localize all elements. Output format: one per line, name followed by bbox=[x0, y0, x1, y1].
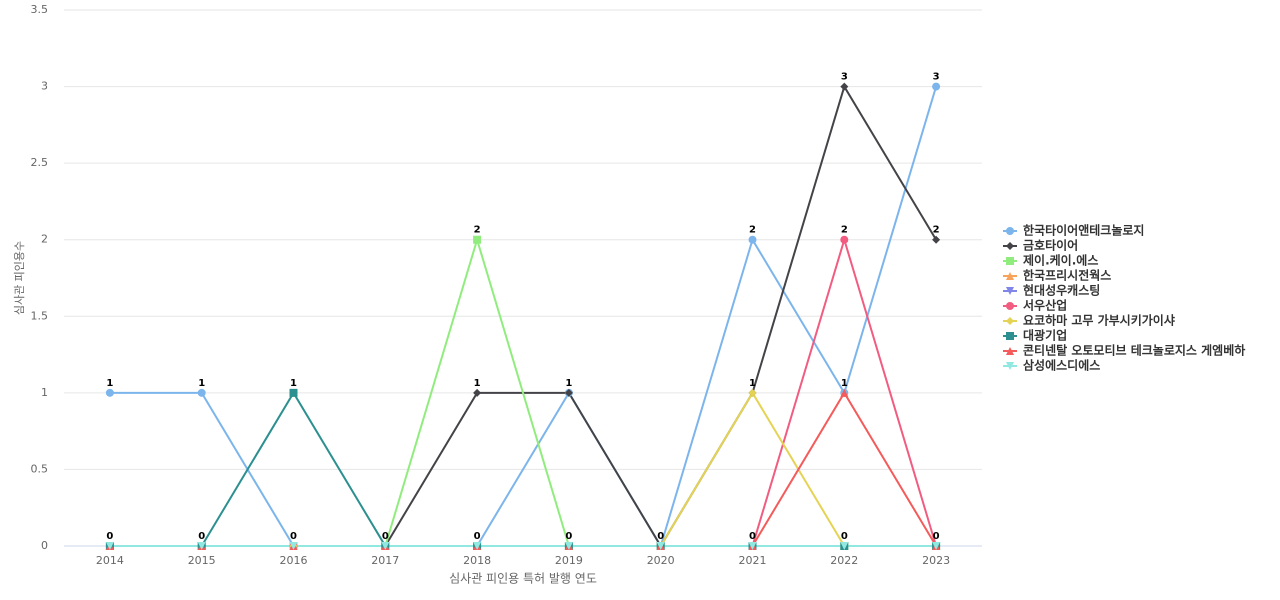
data-label: 1 bbox=[198, 378, 205, 389]
data-label: 2 bbox=[474, 225, 481, 236]
legend-label: 현대성우캐스팅 bbox=[1023, 283, 1100, 298]
data-label: 2 bbox=[749, 225, 756, 236]
data-point bbox=[105, 542, 114, 550]
data-label: 2 bbox=[841, 225, 848, 236]
data-label: 0 bbox=[382, 531, 389, 542]
legend-label: 요코하마 고무 가부시키가이샤 bbox=[1023, 313, 1175, 328]
data-point bbox=[197, 388, 206, 397]
data-point bbox=[564, 388, 573, 397]
legend-marker bbox=[1006, 302, 1014, 310]
y-tick-label: 2.5 bbox=[31, 156, 49, 169]
x-tick-label: 2019 bbox=[555, 554, 583, 567]
x-axis-title: 심사관 피인용 특허 발행 연도 bbox=[449, 571, 597, 586]
legend-label: 콘티넨탈 오토모티브 테크놀로지스 게엠베하 bbox=[1023, 343, 1245, 358]
x-tick-label: 2021 bbox=[739, 554, 767, 567]
data-point bbox=[381, 542, 390, 550]
y-tick-label: 0.5 bbox=[31, 462, 49, 475]
legend-marker bbox=[1006, 287, 1014, 295]
x-tick-label: 2018 bbox=[463, 554, 491, 567]
legend-marker bbox=[1006, 362, 1014, 370]
legend-label: 한국타이어앤테크놀로지 bbox=[1023, 223, 1144, 238]
data-label: 0 bbox=[565, 531, 572, 542]
data-label: 3 bbox=[933, 72, 940, 83]
data-label: 0 bbox=[106, 531, 113, 542]
data-label: 1 bbox=[106, 378, 113, 389]
data-point bbox=[289, 542, 298, 550]
data-point bbox=[840, 542, 849, 550]
legend-marker bbox=[1006, 317, 1014, 325]
x-tick-label: 2017 bbox=[371, 554, 399, 567]
data-point bbox=[840, 82, 849, 91]
data-label: 0 bbox=[841, 531, 848, 542]
x-tick-label: 2015 bbox=[188, 554, 216, 567]
y-tick-label: 1 bbox=[41, 386, 48, 399]
legend-marker bbox=[1006, 347, 1014, 355]
legend-label: 대광기업 bbox=[1023, 328, 1067, 343]
data-label: 1 bbox=[565, 378, 572, 389]
data-label: 1 bbox=[749, 378, 756, 389]
x-tick-label: 2023 bbox=[922, 554, 950, 567]
x-tick-label: 2020 bbox=[647, 554, 675, 567]
data-point bbox=[564, 542, 573, 550]
y-tick-label: 1.5 bbox=[31, 309, 49, 322]
data-label: 0 bbox=[657, 531, 664, 542]
legend-marker bbox=[1006, 272, 1014, 280]
data-point bbox=[748, 235, 757, 244]
legend-marker bbox=[1006, 257, 1014, 265]
data-label: 0 bbox=[290, 531, 297, 542]
y-axis-title: 심사관 피인용수 bbox=[13, 241, 26, 315]
data-label: 1 bbox=[290, 378, 297, 389]
data-label: 0 bbox=[933, 531, 940, 542]
data-label: 0 bbox=[198, 531, 205, 542]
y-tick-label: 2 bbox=[41, 233, 48, 246]
legend-marker bbox=[1006, 227, 1014, 235]
data-label: 1 bbox=[841, 378, 848, 389]
data-label: 2 bbox=[933, 225, 940, 236]
legend-label: 제이.케이.에스 bbox=[1023, 253, 1098, 268]
data-point bbox=[197, 542, 206, 550]
legend-label: 한국프리시전웍스 bbox=[1023, 268, 1111, 283]
data-point bbox=[473, 388, 482, 397]
y-tick-label: 3 bbox=[41, 80, 48, 93]
data-point bbox=[840, 235, 849, 244]
data-label: 0 bbox=[474, 531, 481, 542]
data-point bbox=[105, 388, 114, 397]
x-tick-label: 2014 bbox=[96, 554, 124, 567]
legend-marker bbox=[1006, 332, 1014, 340]
data-point bbox=[656, 542, 665, 550]
data-label: 3 bbox=[841, 72, 848, 83]
legend-marker bbox=[1006, 242, 1014, 250]
data-label: 1 bbox=[474, 378, 481, 389]
data-point bbox=[473, 542, 482, 550]
legend-label: 삼성에스디에스 bbox=[1023, 358, 1100, 373]
x-tick-label: 2022 bbox=[830, 554, 858, 567]
data-point bbox=[932, 235, 941, 244]
data-point bbox=[473, 235, 482, 244]
data-label: 0 bbox=[749, 531, 756, 542]
data-point bbox=[748, 542, 757, 550]
y-tick-label: 0 bbox=[41, 539, 48, 552]
data-point bbox=[932, 82, 941, 91]
y-tick-label: 3.5 bbox=[31, 3, 49, 16]
data-point bbox=[289, 388, 298, 397]
legend-label: 서우산업 bbox=[1023, 298, 1067, 313]
legend-label: 금호타이어 bbox=[1023, 238, 1078, 253]
data-point bbox=[748, 388, 757, 397]
data-point bbox=[840, 388, 849, 397]
x-tick-label: 2016 bbox=[280, 554, 308, 567]
data-point bbox=[932, 542, 941, 550]
